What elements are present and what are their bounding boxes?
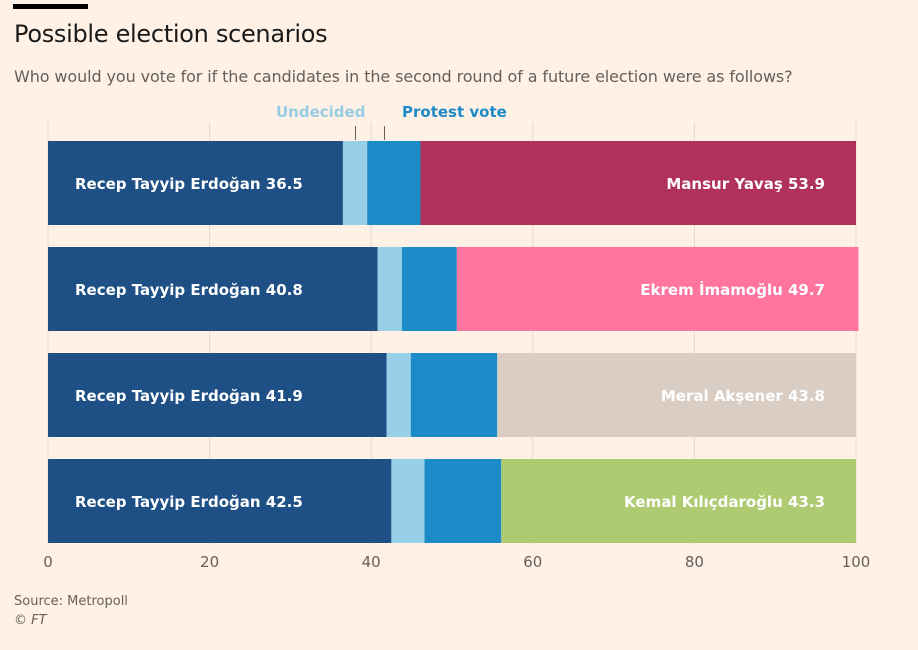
- bar-segment-undecided: [342, 141, 368, 225]
- bar-segment-challenger: [420, 141, 856, 225]
- bar-segment-challenger: [456, 247, 859, 331]
- bar-label-challenger: Meral Akşener 43.8: [661, 387, 825, 405]
- bar-segment-undecided: [377, 247, 402, 331]
- x-tick-label: 60: [523, 553, 542, 571]
- bar-label-erdogan: Recep Tayyip Erdoğan 40.8: [75, 281, 303, 299]
- bar-label-challenger: Ekrem İmamoğlu 49.7: [640, 280, 825, 299]
- legend-undecided: Undecided: [276, 103, 366, 121]
- bars: Recep Tayyip Erdoğan 36.5 Mansur Yavaş 53…: [48, 141, 859, 543]
- bar-segment-erdogan: [48, 353, 387, 437]
- bar-segment-erdogan: [48, 141, 343, 225]
- bar-segment-protest-vote: [424, 459, 502, 543]
- bar-segment-erdogan: [48, 459, 392, 543]
- chart-subtitle: Who would you vote for if the candidates…: [14, 67, 793, 86]
- bar-segment-undecided: [391, 459, 425, 543]
- x-tick-label: 80: [685, 553, 704, 571]
- ft-brand-bar: [13, 4, 88, 9]
- bar-segment-protest-vote: [401, 247, 457, 331]
- bar-segment-challenger: [501, 459, 856, 543]
- bar-label-challenger: Kemal Kılıçdaroğlu 43.3: [624, 493, 825, 511]
- legend-protest-leader-line: [383, 126, 385, 140]
- bar-segment-protest-vote: [367, 141, 421, 225]
- legend-undecided-leader-line: [355, 126, 357, 140]
- chart-title: Possible election scenarios: [14, 20, 328, 48]
- x-tick-label: 40: [362, 553, 381, 571]
- x-tick-label: 100: [842, 553, 871, 571]
- bar-segment-erdogan: [48, 247, 378, 331]
- bar-segment-undecided: [386, 353, 411, 437]
- bar-label-erdogan: Recep Tayyip Erdoğan 42.5: [75, 493, 303, 511]
- bar-row: Recep Tayyip Erdoğan 40.8 Ekrem İmamoğlu …: [48, 247, 859, 331]
- source-note: Source: Metropoll: [14, 594, 128, 609]
- bar-segment-challenger: [497, 353, 856, 437]
- bar-label-challenger: Mansur Yavaş 53.9: [666, 175, 825, 193]
- x-tick-label: 20: [200, 553, 219, 571]
- bar-label-erdogan: Recep Tayyip Erdoğan 36.5: [75, 175, 303, 193]
- bar-segment-protest-vote: [410, 353, 498, 437]
- x-tick-label: 0: [43, 553, 53, 571]
- x-axis-ticks: 0 20 40 60 80 100: [43, 553, 870, 571]
- bar-label-erdogan: Recep Tayyip Erdoğan 41.9: [75, 387, 303, 405]
- copyright-note: © FT: [14, 613, 47, 628]
- bar-row: Recep Tayyip Erdoğan 41.9 Meral Akşener 4…: [48, 353, 856, 437]
- bar-row: Recep Tayyip Erdoğan 36.5 Mansur Yavaş 53…: [48, 141, 856, 225]
- bar-row: Recep Tayyip Erdoğan 42.5 Kemal Kılıçdaro…: [48, 459, 856, 543]
- legend-protest-vote: Protest vote: [402, 103, 507, 121]
